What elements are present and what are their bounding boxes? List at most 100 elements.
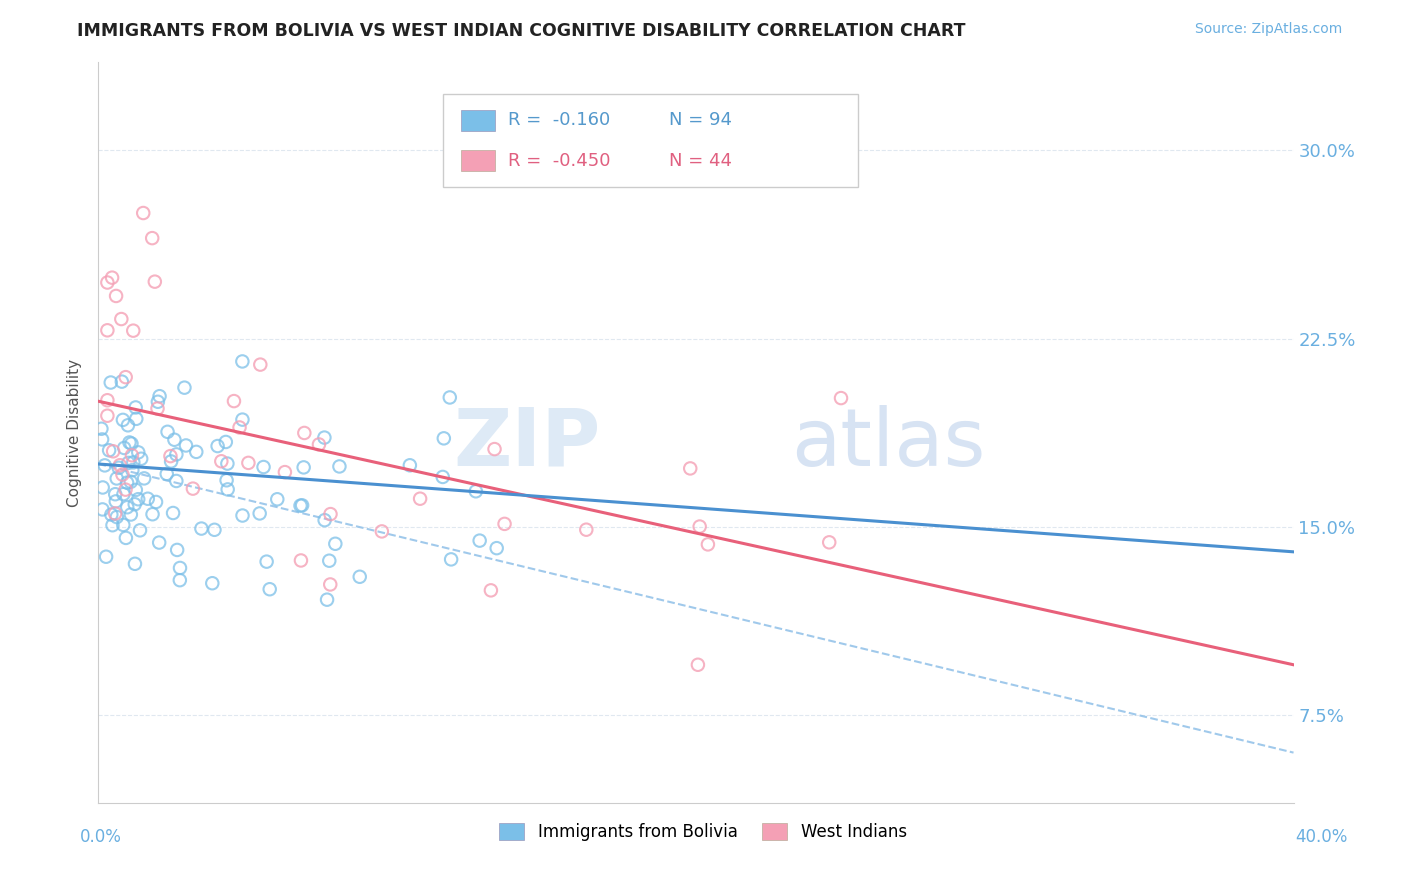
Point xyxy=(90,422,112,436)
Point xyxy=(104,487,127,501)
Point xyxy=(484,442,506,456)
Point xyxy=(314,513,336,527)
Point xyxy=(399,458,422,473)
Point xyxy=(122,324,145,338)
Text: atlas: atlas xyxy=(792,405,986,483)
Text: N = 44: N = 44 xyxy=(669,152,733,169)
Point xyxy=(468,533,491,548)
Point xyxy=(256,555,278,569)
Point xyxy=(148,389,170,403)
Text: ZIP: ZIP xyxy=(453,405,600,483)
Point xyxy=(201,576,224,591)
Point xyxy=(124,497,146,511)
Point xyxy=(136,491,159,506)
Point xyxy=(120,508,142,522)
Point xyxy=(308,437,330,451)
Point xyxy=(156,467,179,481)
Point xyxy=(174,438,197,452)
Point xyxy=(101,518,124,533)
Point xyxy=(105,510,128,524)
Point xyxy=(169,561,191,575)
Point xyxy=(96,409,118,423)
Point xyxy=(173,381,195,395)
Point xyxy=(148,535,170,549)
Point xyxy=(115,531,138,545)
Y-axis label: Cognitive Disability: Cognitive Disability xyxy=(67,359,83,507)
Point xyxy=(117,418,139,433)
Point xyxy=(125,412,148,426)
Point xyxy=(110,312,132,326)
Point xyxy=(100,376,122,390)
Point xyxy=(114,370,136,384)
Point xyxy=(274,465,297,479)
Point xyxy=(163,433,186,447)
Point xyxy=(323,537,346,551)
Point xyxy=(238,456,260,470)
Point xyxy=(464,484,486,499)
Point xyxy=(818,535,841,549)
Point xyxy=(108,458,131,473)
Point xyxy=(160,454,183,468)
Point xyxy=(127,492,149,507)
Point xyxy=(91,433,114,447)
Point xyxy=(249,507,271,521)
Point xyxy=(319,577,342,591)
Point xyxy=(190,522,212,536)
Point xyxy=(209,454,232,468)
Point xyxy=(217,457,239,471)
Point xyxy=(371,524,394,539)
Point xyxy=(166,543,188,558)
Point xyxy=(112,517,135,532)
Point xyxy=(124,557,146,571)
Point xyxy=(125,483,148,497)
Point xyxy=(132,206,155,220)
Point xyxy=(141,508,163,522)
Point xyxy=(107,460,129,475)
Point xyxy=(117,500,139,515)
Point xyxy=(228,420,250,434)
Point xyxy=(146,394,169,409)
Point xyxy=(217,483,239,497)
Point xyxy=(252,460,274,475)
Point xyxy=(143,275,166,289)
Text: Source: ZipAtlas.com: Source: ZipAtlas.com xyxy=(1195,22,1343,37)
Point xyxy=(231,508,253,523)
Point xyxy=(96,276,118,290)
Text: R =  -0.160: R = -0.160 xyxy=(508,112,610,129)
Point xyxy=(231,354,253,368)
Point xyxy=(696,537,718,551)
Point xyxy=(98,443,121,458)
Point xyxy=(290,499,312,513)
Point xyxy=(104,507,127,521)
Point xyxy=(314,431,336,445)
Point xyxy=(186,445,208,459)
Point xyxy=(129,524,152,538)
Point xyxy=(259,582,281,597)
Point xyxy=(439,391,461,405)
Point xyxy=(349,570,371,584)
Point xyxy=(318,554,340,568)
Point xyxy=(91,480,114,494)
Text: N = 94: N = 94 xyxy=(669,112,733,129)
Text: 40.0%: 40.0% xyxy=(1295,828,1348,846)
Point xyxy=(222,394,245,409)
Point xyxy=(165,474,187,488)
Point xyxy=(114,483,136,497)
Point xyxy=(129,451,152,466)
Point xyxy=(165,447,187,461)
Point xyxy=(432,470,454,484)
Point xyxy=(686,657,709,672)
Legend: Immigrants from Bolivia, West Indians: Immigrants from Bolivia, West Indians xyxy=(491,815,915,850)
Point xyxy=(104,494,127,508)
Point xyxy=(121,436,143,450)
Point xyxy=(292,425,315,440)
Point xyxy=(101,270,124,285)
Text: IMMIGRANTS FROM BOLIVIA VS WEST INDIAN COGNITIVE DISABILITY CORRELATION CHART: IMMIGRANTS FROM BOLIVIA VS WEST INDIAN C… xyxy=(77,22,966,40)
Point xyxy=(575,523,598,537)
Point xyxy=(292,460,315,475)
Point xyxy=(440,552,463,566)
Point xyxy=(689,519,711,533)
Point xyxy=(115,475,138,490)
Point xyxy=(485,541,508,556)
Point xyxy=(215,473,238,487)
